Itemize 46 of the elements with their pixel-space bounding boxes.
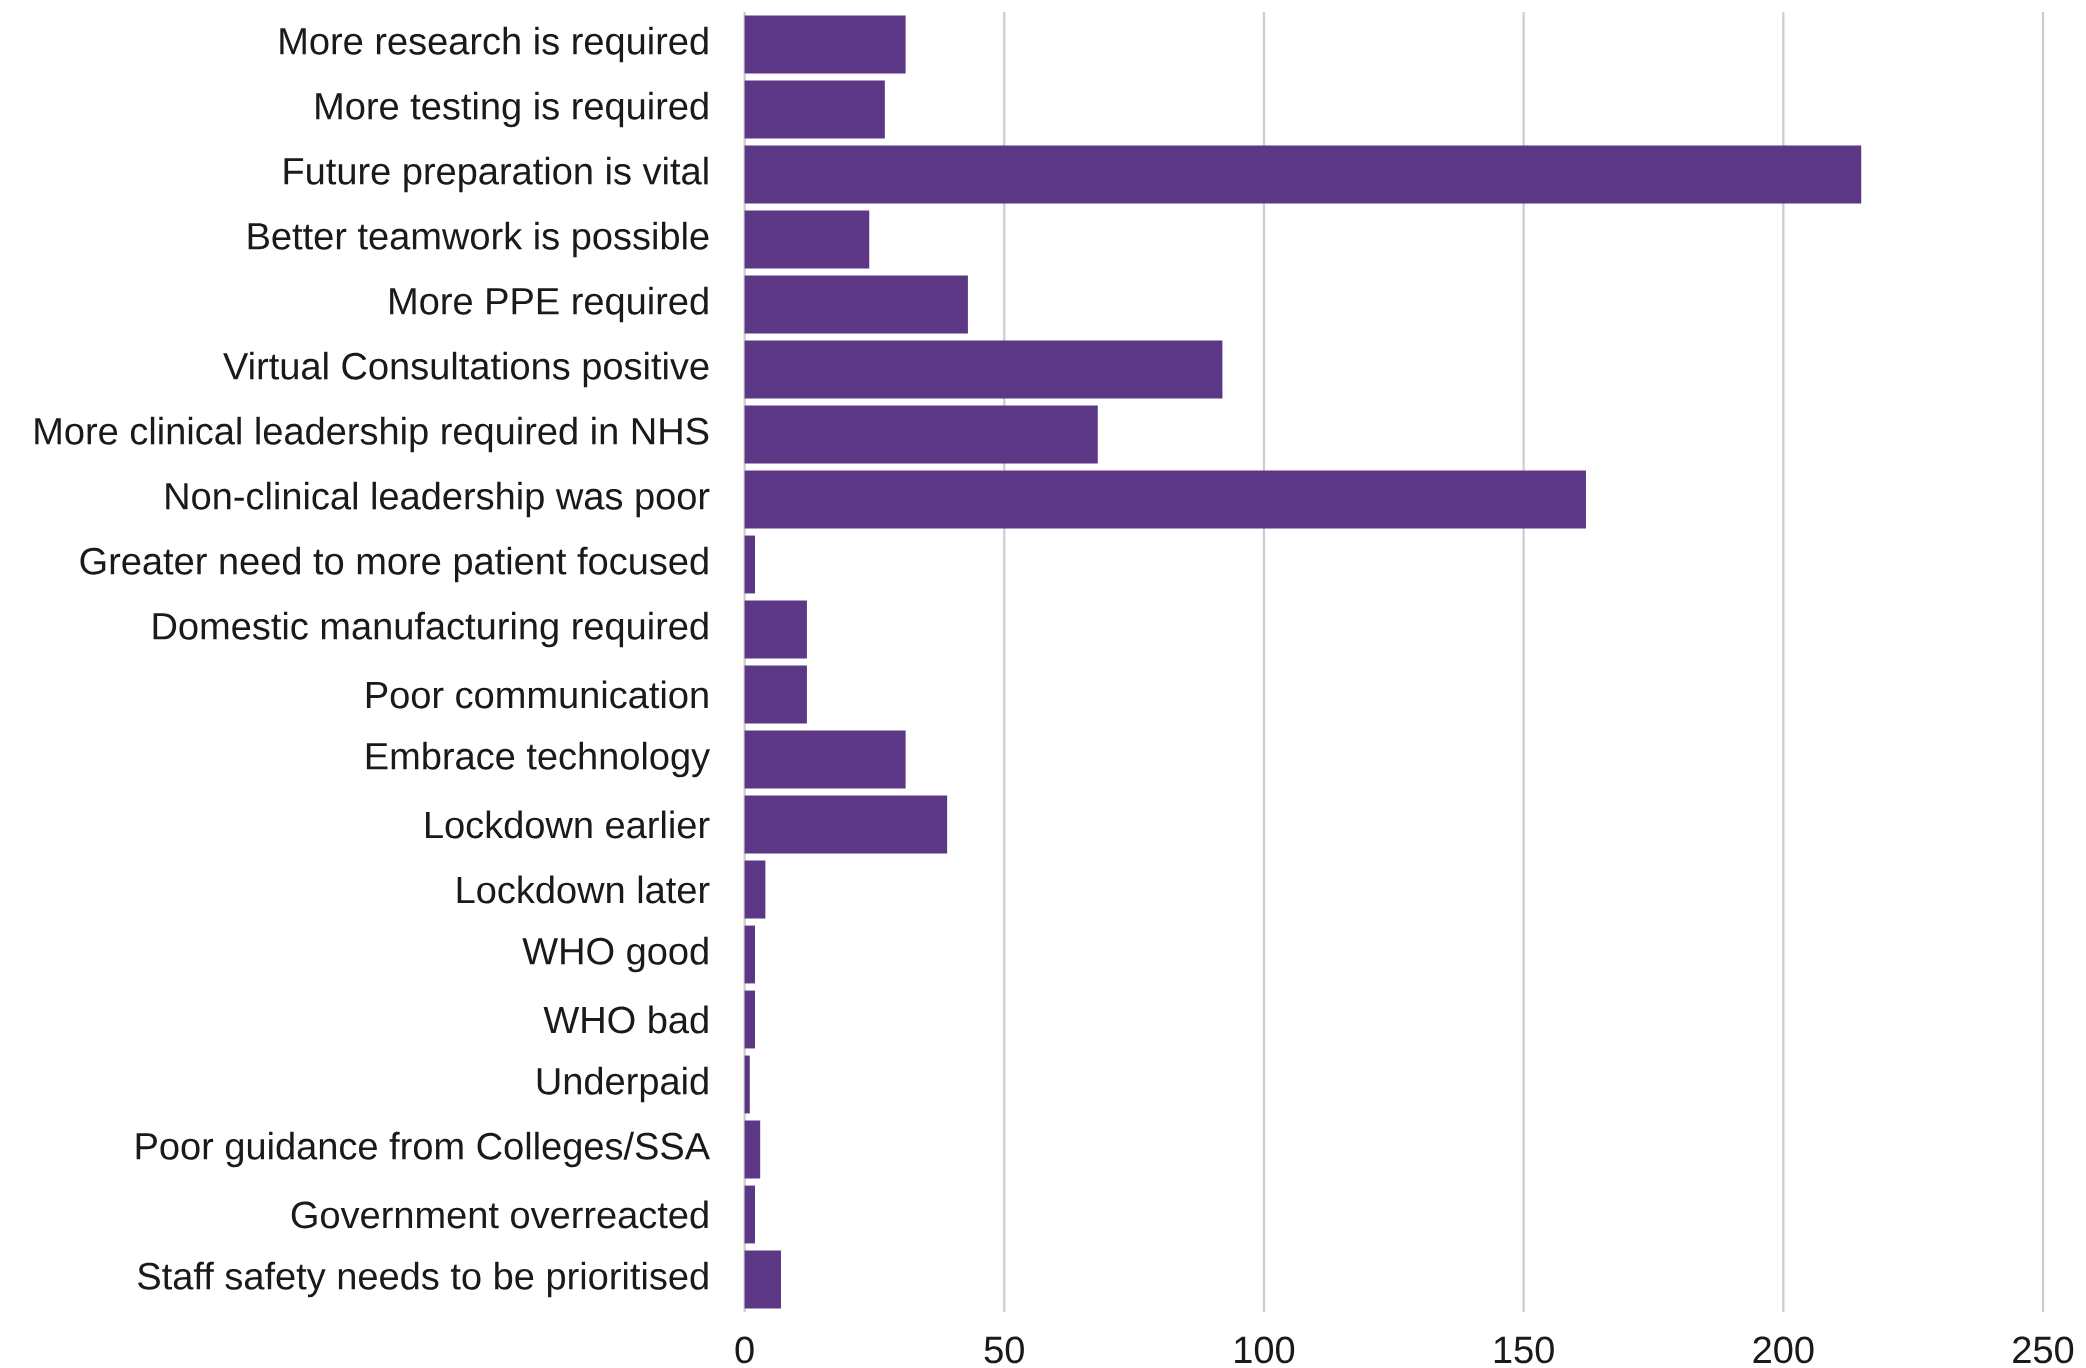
y-tick-label: Lockdown later: [457, 875, 710, 904]
bar: [744, 665, 807, 724]
y-tick-label: WHO good: [522, 936, 708, 973]
y-tick-label: Embrace technology: [366, 741, 711, 778]
y-tick-label: Virtual Consultations positive: [223, 351, 709, 388]
x-tick-label: 50: [984, 1336, 1024, 1364]
x-tick-label: 200: [1753, 1336, 1814, 1364]
x-tick-label: 150: [1494, 1336, 1554, 1364]
bar: [744, 535, 755, 594]
bar: [744, 145, 1862, 204]
bar: [744, 1055, 750, 1114]
bar: [744, 340, 1223, 399]
y-tick-label: Staff safety needs to be prioritised: [138, 1261, 708, 1298]
bar: [744, 210, 870, 269]
bar: [744, 80, 885, 139]
bar: [744, 860, 766, 919]
y-tick-label: WHO bad: [543, 1005, 708, 1034]
bar: [744, 600, 807, 659]
bar: [744, 15, 906, 74]
x-tick-label: 250: [2013, 1336, 2074, 1364]
bar: [744, 470, 1586, 529]
y-tick-label: Future preparation is vital: [284, 156, 708, 193]
y-tick-label: Poor guidance from Colleges/SSA: [136, 1131, 710, 1168]
bar: [744, 925, 755, 984]
y-tick-label: Lockdown earlier: [426, 810, 710, 839]
y-tick-label: More testing is required: [316, 91, 708, 128]
y-tick-label: Better teamwork is possible: [248, 221, 709, 258]
y-tick-label: More research is required: [280, 26, 708, 63]
y-tick-label: Government overreacted: [291, 1200, 708, 1229]
y-tick-label: Underpaid: [537, 1066, 708, 1103]
x-tick-label: 0: [735, 1336, 754, 1364]
y-tick-label: More clinical leadership required in NHS: [35, 416, 709, 453]
y-tick-label: More PPE required: [390, 286, 708, 323]
x-tick-label: 100: [1235, 1336, 1295, 1364]
bar: [744, 1185, 755, 1244]
bar: [744, 1250, 781, 1309]
y-tick-label: Poor communication: [366, 680, 708, 709]
bar: [744, 990, 755, 1049]
bar: [744, 730, 906, 789]
bar: [744, 275, 968, 334]
bar: [744, 1120, 761, 1179]
bar: [744, 795, 948, 854]
y-tick-label: Domestic manufacturing required: [153, 611, 708, 648]
y-tick-label: Non-clinical leadership was poor: [166, 481, 710, 518]
bar: [744, 405, 1098, 464]
y-tick-label: Greater need to more patient focused: [80, 546, 708, 583]
